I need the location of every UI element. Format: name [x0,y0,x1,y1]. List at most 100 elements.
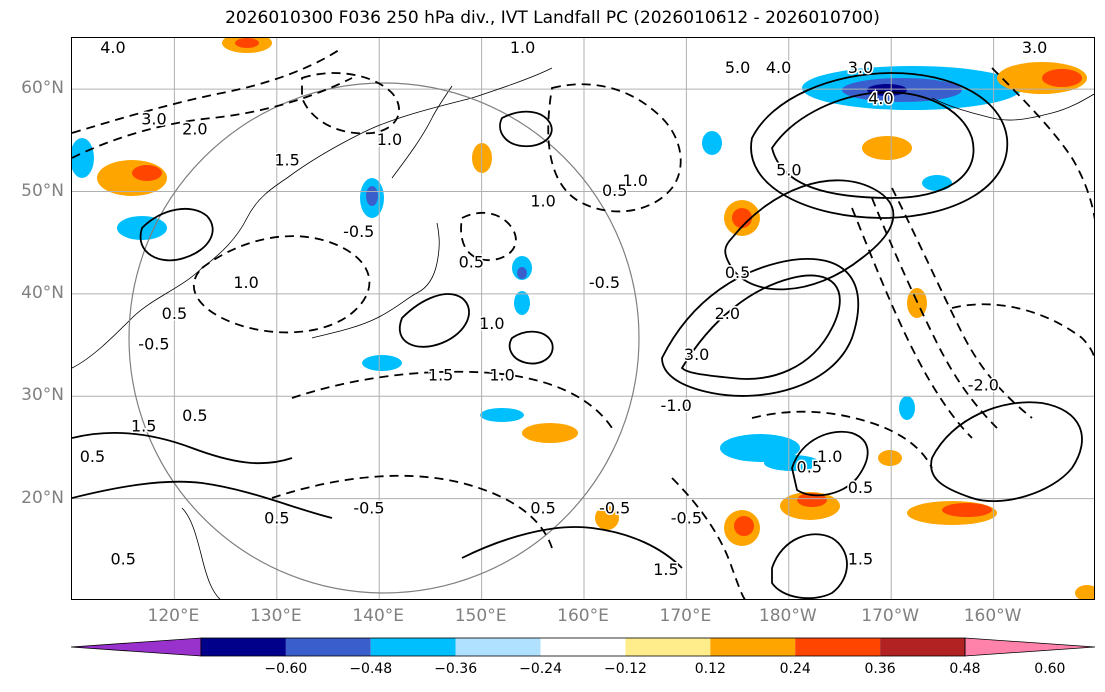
contour-dashed [547,83,682,213]
contour-solid [508,330,554,365]
colorbar-box [201,638,286,656]
contour-label: -0.5 [343,222,374,241]
contour-label: 1.0 [377,130,402,149]
contour-label: 1.0 [530,191,555,210]
contour-solid [791,430,869,497]
contour-label: 2.0 [715,304,740,323]
contour-solid [771,91,975,199]
coastline-kamchatka [391,85,453,179]
contour-label: 0.5 [602,181,627,200]
contour-label: -0.5 [138,335,169,354]
contour-dashed [72,47,343,134]
contour-label: -0.5 [353,498,384,517]
colorbar-tick-label: 0.48 [949,661,981,677]
contour-dashed [891,187,1033,419]
colorbar-tick-label: −0.24 [519,661,562,677]
shade-patch [1042,69,1082,87]
hemisphere-circle [128,82,640,594]
colorbar-box [625,638,711,656]
lon-label: 170°E [659,606,712,626]
colorbar-box [455,638,541,656]
coastline-asia [72,67,553,369]
contour-solid [771,533,848,599]
shade-patch [862,136,912,160]
contour-label: 0.5 [80,447,105,466]
lat-label: 60°N [21,78,64,99]
contour-label: 3.0 [141,109,166,128]
contour-label: 3.0 [684,345,709,364]
contour-label: 1.0 [233,273,258,292]
colorbar [71,637,1095,657]
lon-label: 170°W [861,606,920,626]
shade-patch [878,450,902,466]
contour-label: 1.0 [622,171,647,190]
shade-patch [522,423,578,443]
contour-label: -2.0 [968,376,999,395]
colorbar-box [370,638,456,656]
map-title: 2026010300 F036 250 hPa div., IVT Landfa… [225,8,880,28]
lon-label: 130°E [249,606,302,626]
colorbar-box [540,638,626,656]
contour-label: 4.0 [100,38,125,57]
shade-patch [899,396,915,420]
contour-solid [930,401,1083,502]
colorbar-box [710,638,796,656]
colorbar-boxes [71,637,1095,657]
contour-solid [724,179,895,291]
contour-dashed [291,370,613,429]
shade-patch [1075,585,1094,599]
contour-solid [680,274,841,380]
colorbar-tick-label: −0.48 [349,661,393,677]
colorbar-box [285,638,371,656]
contour-dashed [991,67,1094,220]
contour-label: 1.5 [428,365,453,384]
lon-label: 150°E [454,606,507,626]
divergence-shading [72,38,1094,599]
lon-label: 140°E [352,606,405,626]
shade-patch [922,175,952,191]
contour-label: 4.0 [766,58,791,77]
contour-label: 0.5 [162,304,187,323]
contour-solid [661,258,860,397]
lon-label: 160°W [963,606,1022,626]
shade-patch [732,208,752,228]
contour-lines-dashed [72,47,1094,599]
contour-solid [499,110,553,148]
contour-label: -0.5 [589,273,620,292]
contour-label: 5.0 [725,58,750,77]
shade-patch [764,455,820,471]
contour-solid [399,293,470,348]
contour-label: -0.5 [599,498,630,517]
shade-patch [480,408,524,422]
shade-patch [720,434,800,462]
coastlines [72,67,1094,599]
contour-dashed [851,207,973,439]
contour-label: 0.5 [530,498,555,517]
contour-dashed [271,474,553,549]
contour-label: 0.5 [110,550,135,569]
contour-solid [72,431,293,465]
map-panel: 4.0 1.0 5.0 4.0 3.0 3.0 4.0 3.0 2.0 1.5 1.0 1.0 0.5 1… [71,37,1095,600]
shade-patch [595,506,619,530]
contour-lines [72,72,1083,599]
contour-label: 0.5 [182,406,207,425]
lat-label: 40°N [21,282,64,303]
lat-label: 30°N [21,385,64,406]
colorbar-box [880,638,965,656]
coastline-alaska [931,93,1094,121]
shade-patch [734,516,754,536]
contour-label: 3.0 [1022,38,1047,57]
colorbar-box [795,638,881,656]
contour-label: -0.5 [671,509,702,528]
contour-dashed [751,410,933,469]
contour-value-labels: 4.0 1.05.0 4.0 3.03.04.03.02.01.51.01.00.51… [78,38,1049,580]
shade-patch [702,131,722,155]
shade-patch [362,355,402,371]
contour-label: -1.0 [661,396,692,415]
colorbar-tick-label: −0.60 [264,661,308,677]
shade-patch [942,503,992,517]
shade-patch [235,38,259,48]
contour-label: 4.0 [868,89,893,108]
contour-label: 3.0 [848,58,873,77]
colorbar-tick-label: 0.36 [864,661,896,677]
